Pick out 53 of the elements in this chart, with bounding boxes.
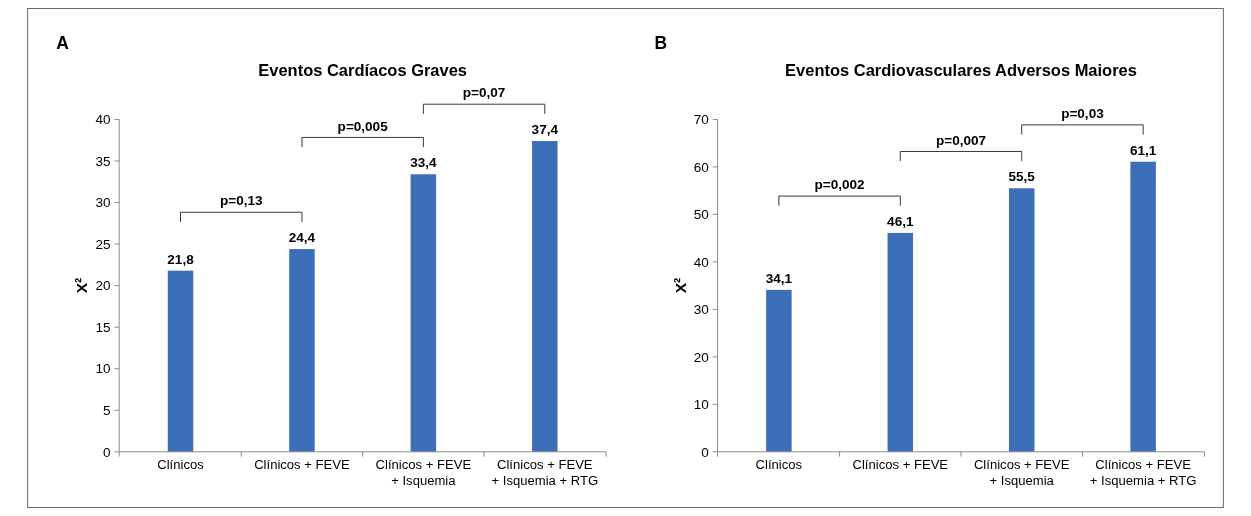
y-tick-label: 20 xyxy=(693,349,709,365)
annotation: p=0,03 xyxy=(1061,106,1105,122)
x-tick-label: Clínicos + FEVE + Isquemia + RTG xyxy=(491,457,599,488)
x-tick-label: Clínicos + FEVE + Isquemia xyxy=(973,457,1070,488)
data-label: 34,1 xyxy=(765,271,793,287)
bar xyxy=(167,270,194,452)
x-tick-label: Clínicos + FEVE xyxy=(852,457,949,473)
annotation: p=0,005 xyxy=(337,118,389,134)
y-tick-label: 0 xyxy=(701,444,709,460)
chart-title: Eventos Cardiovasculares Adversos Maiores xyxy=(785,60,1137,79)
text: B xyxy=(654,32,668,53)
data-label: 46,1 xyxy=(887,214,914,230)
bar xyxy=(532,141,558,452)
y-tick-label: 50 xyxy=(693,207,709,223)
data-label: 33,4 xyxy=(410,155,438,171)
x-tick-label: Clínicos + FEVE + Isquemia xyxy=(375,457,472,488)
x-tick-label: Clínicos xyxy=(755,457,803,473)
chart-title: Eventos Cardíacos Graves xyxy=(258,60,468,79)
bar xyxy=(289,249,315,452)
data-label: 61,1 xyxy=(1129,142,1157,158)
data-label: 55,5 xyxy=(1008,169,1036,185)
y-tick-label: 10 xyxy=(693,397,709,413)
data-label: 24,4 xyxy=(288,230,316,246)
y-tick-label: 30 xyxy=(95,195,111,211)
bar xyxy=(887,232,914,452)
y-tick-label: 35 xyxy=(95,153,111,169)
y-tick-label: 0 xyxy=(102,444,111,460)
bar xyxy=(766,289,792,452)
bar xyxy=(1130,161,1156,452)
x-tick-label: Clínicos xyxy=(157,457,205,473)
data-label: 37,4 xyxy=(531,122,559,138)
y-tick-label: 30 xyxy=(693,302,709,318)
text: p=0,07 xyxy=(462,85,506,101)
x-tick-label: Clínicos + FEVE xyxy=(254,457,351,473)
x-tick-label: Clínicos + FEVE + Isquemia + RTG xyxy=(1089,457,1197,488)
bar xyxy=(410,174,437,452)
y-tick-label: 40 xyxy=(693,254,709,270)
y-axis-title: X² xyxy=(73,277,91,294)
y-tick-label: 70 xyxy=(693,112,709,128)
y-tick-label: 10 xyxy=(95,361,111,377)
bar xyxy=(1008,188,1035,452)
y-tick-label: 40 xyxy=(95,112,111,128)
annotation: p=0,007 xyxy=(935,132,987,148)
y-tick-label: 5 xyxy=(102,403,111,418)
y-tick-label: 20 xyxy=(95,278,111,294)
y-tick-label: 25 xyxy=(95,236,111,252)
data-label: 21,8 xyxy=(167,251,195,267)
text: A xyxy=(56,32,70,53)
annotation: p=0,002 xyxy=(814,177,865,193)
y-tick-label: 60 xyxy=(693,159,709,175)
y-tick-label: 15 xyxy=(95,319,111,335)
annotation: p=0,13 xyxy=(219,193,263,209)
y-axis-title: X² xyxy=(671,277,689,294)
